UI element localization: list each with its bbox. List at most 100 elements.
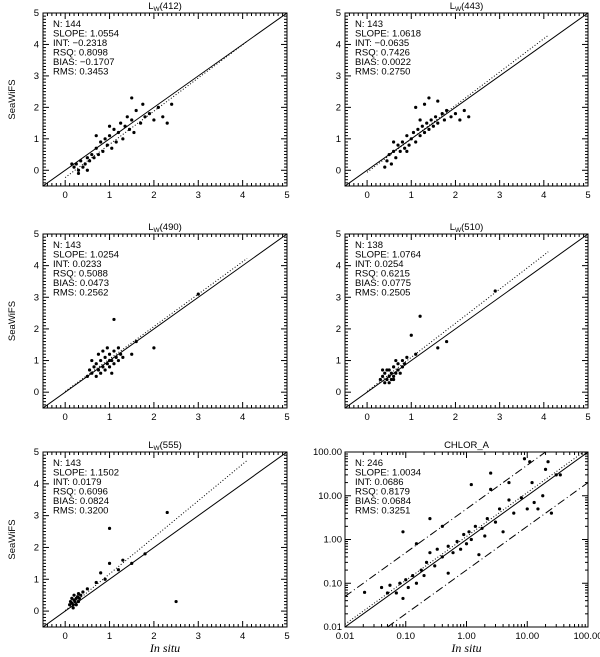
data-point: [414, 581, 419, 585]
stat-line: RSQ: 0.6096: [53, 487, 108, 498]
data-point: [440, 112, 444, 116]
data-point: [414, 542, 419, 546]
data-point: [362, 590, 367, 594]
data-point: [409, 137, 413, 141]
data-point: [127, 127, 132, 131]
data-point: [406, 585, 410, 590]
data-point: [107, 134, 112, 138]
y-tick-label: 1: [34, 574, 39, 585]
data-point: [440, 555, 444, 559]
plot-frame: [42, 12, 288, 187]
panel-title: LW(510): [450, 222, 484, 234]
data-point: [134, 339, 138, 344]
data-point: [546, 460, 550, 464]
data-point: [81, 590, 85, 594]
data-point: [405, 134, 409, 138]
data-point: [83, 162, 87, 166]
data-point: [125, 115, 129, 119]
stat-line: RMS: 0.3453: [53, 67, 108, 78]
data-point: [143, 552, 147, 556]
data-point: [528, 460, 532, 464]
data-point: [440, 524, 444, 528]
x-tick-label: 3: [196, 412, 201, 423]
data-point: [485, 517, 489, 521]
stat-line: BIAS: 0.0824: [53, 496, 109, 507]
y-tick-label: 4: [34, 479, 39, 490]
lines: [43, 13, 287, 186]
data-point: [121, 558, 125, 562]
x-tick-label: 2: [453, 412, 458, 423]
y-tick-label: 5: [34, 229, 39, 240]
data-point: [152, 346, 156, 350]
data-point: [525, 507, 529, 511]
x-tick-label: 5: [585, 412, 590, 423]
data-point: [156, 105, 160, 109]
stat-line: N: 143: [53, 458, 81, 469]
data-point: [405, 149, 409, 153]
x-tick-label: 0: [63, 412, 68, 423]
data-point: [396, 143, 400, 147]
data-point: [392, 377, 396, 382]
data-point: [532, 500, 536, 505]
x-tick-label: 0: [63, 190, 68, 201]
data-point: [428, 551, 432, 555]
stat-line: SLOPE: 1.1502: [53, 468, 119, 479]
data-point: [433, 115, 438, 119]
data-point: [92, 365, 96, 369]
data-point: [105, 143, 109, 147]
data-point: [389, 162, 393, 166]
data-point: [174, 599, 178, 604]
lower-bound-line: [387, 482, 588, 627]
data-point: [114, 355, 118, 359]
y-tick-label: 0: [34, 606, 39, 617]
stat-line: RMS: 0.3200: [53, 506, 108, 517]
stat-line: N: 144: [53, 19, 81, 30]
data-point: [416, 127, 420, 131]
data-point: [401, 596, 405, 601]
data-point: [110, 358, 114, 363]
stat-line: RSQ: 0.8098: [53, 48, 108, 59]
data-point: [70, 596, 74, 600]
data-point: [99, 358, 103, 363]
y-tick-label: 4: [336, 261, 341, 272]
data-point: [414, 140, 418, 144]
x-tick-label: 1: [107, 412, 112, 423]
data-point: [76, 168, 81, 172]
data-point: [99, 140, 103, 144]
y-tick-label: 1: [336, 356, 341, 367]
x-tick-label: 10.00: [515, 631, 539, 642]
x-axis-label: In situ: [450, 641, 481, 655]
data-point: [436, 346, 440, 350]
x-tick-label: 0: [63, 631, 68, 642]
stat-line: RMS: 0.3251: [355, 506, 410, 517]
data-point: [119, 121, 123, 125]
lines: [345, 234, 588, 408]
x-tick-label: 1.00: [457, 631, 476, 642]
data-point: [132, 130, 136, 135]
stat-line: BIAS: 0.0775: [355, 278, 411, 289]
data-point: [404, 578, 408, 582]
data-point: [414, 352, 418, 356]
data-point: [105, 346, 109, 350]
data-point: [433, 564, 437, 568]
y-tick-label: 2: [34, 102, 39, 113]
data-point: [394, 156, 398, 160]
regression-line: [366, 251, 549, 392]
data-point: [116, 130, 121, 135]
data-point: [387, 381, 391, 385]
data-point: [92, 156, 96, 160]
data-point: [400, 140, 405, 144]
data-point: [431, 124, 435, 128]
x-tick-label: 3: [196, 631, 201, 642]
data-point: [407, 143, 411, 147]
x-tick-label: 5: [284, 631, 289, 642]
stat-line: N: 138: [355, 240, 383, 251]
y-tick-label: 1.00: [324, 535, 343, 546]
data-point: [143, 115, 147, 119]
y-tick-label: 0.01: [324, 622, 343, 633]
y-tick-label: 2: [336, 102, 341, 113]
data-point: [394, 591, 398, 595]
data-point: [119, 352, 123, 356]
stat-line: RMS: 0.2505: [355, 288, 410, 299]
